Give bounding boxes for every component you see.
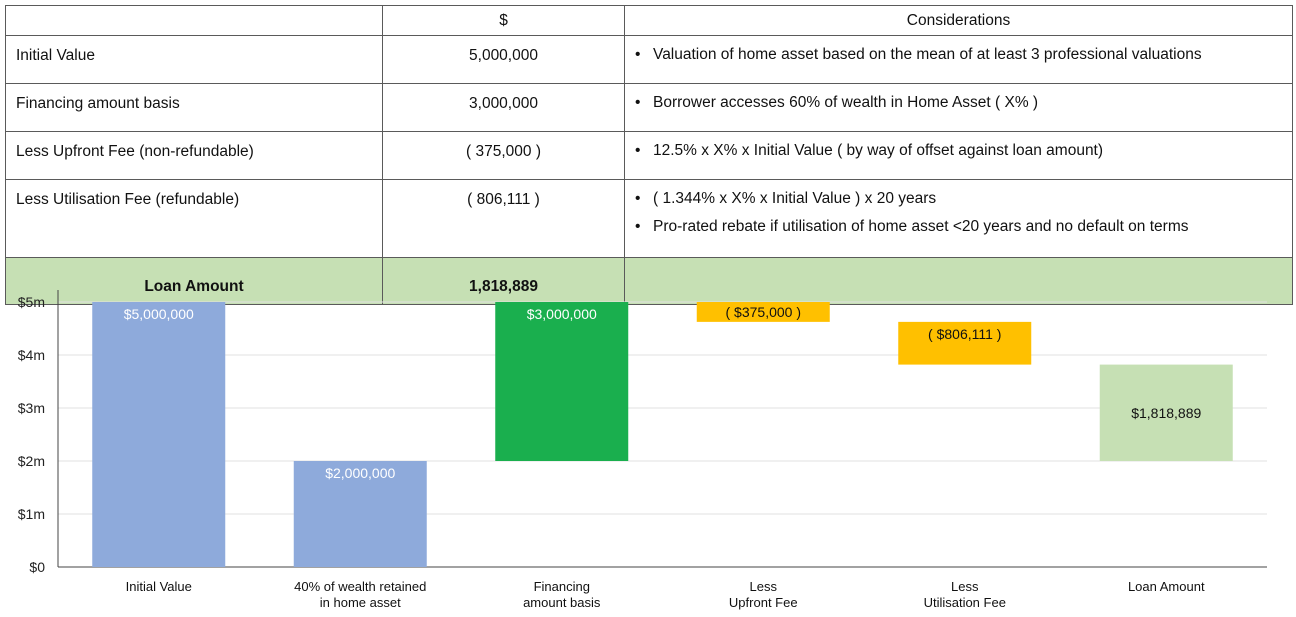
x-tick-label: in home asset (320, 595, 401, 610)
y-tick-label: $5m (18, 294, 45, 310)
table-row: Less Upfront Fee (non-refundable) ( 375,… (5, 131, 1293, 180)
bar (92, 302, 226, 567)
consideration-bullet: 12.5% x X% x Initial Value ( by way of o… (635, 142, 1282, 160)
bar-value-label: $3,000,000 (527, 306, 597, 322)
row-item: Financing amount basis (5, 83, 383, 132)
x-tick-label: Upfront Fee (729, 595, 798, 610)
bars (92, 302, 1233, 567)
row-considerations: ( 1.344% x X% x Initial Value ) x 20 yea… (624, 179, 1293, 258)
bar (898, 321, 1032, 365)
row-amount: ( 806,111 ) (382, 179, 625, 258)
row-amount: ( 375,000 ) (382, 131, 625, 180)
bar (495, 302, 629, 461)
y-tick-label: $4m (18, 347, 45, 363)
header-considerations: Considerations (624, 5, 1293, 36)
bar (1099, 364, 1233, 461)
table-header-row: $ Considerations (5, 5, 1293, 36)
waterfall-chart: $5,000,000 $2,000,000 $3,000,000 ( $375,000… (18, 290, 1267, 610)
x-tick-label: Loan Amount (1128, 579, 1205, 594)
bar (293, 461, 427, 567)
x-tick-label: Less (951, 579, 979, 594)
x-tick-label: Utilisation Fee (924, 595, 1006, 610)
row-considerations: Borrower accesses 60% of wealth in Home … (624, 83, 1293, 132)
header-amount: $ (382, 5, 625, 36)
y-tick-label: $2m (18, 453, 45, 469)
x-tick-label: Financing (534, 579, 590, 594)
table-row: Financing amount basis 3,000,000 Borrowe… (5, 83, 1293, 132)
axes (57, 290, 1267, 568)
table-row: Less Utilisation Fee (refundable) ( 806,… (5, 179, 1293, 258)
bar-value-label: $2,000,000 (325, 465, 395, 481)
y-tick-label: $3m (18, 400, 45, 416)
bar-value-label: ( $375,000 ) (726, 304, 802, 320)
y-tick-label: $0 (29, 559, 45, 575)
row-amount: 5,000,000 (382, 35, 625, 84)
bar-value-label: ( $806,111 ) (928, 326, 1001, 342)
y-tick-labels: $0 $1m $2m $3m $4m $5m (18, 294, 45, 575)
bar (696, 302, 830, 322)
total-considerations (624, 257, 1293, 305)
total-label: Loan Amount (5, 257, 383, 305)
row-considerations: 12.5% x X% x Initial Value ( by way of o… (624, 131, 1293, 180)
data-labels: $5,000,000 $2,000,000 $3,000,000 ( $375,000… (124, 304, 1202, 481)
bar-value-label: $5,000,000 (124, 306, 194, 322)
row-considerations: Valuation of home asset based on the mea… (624, 35, 1293, 84)
x-tick-label: Initial Value (126, 579, 192, 594)
row-item: Initial Value (5, 35, 383, 84)
table-row: Initial Value 5,000,000 Valuation of hom… (5, 35, 1293, 84)
consideration-bullet: Pro-rated rebate if utilisation of home … (635, 218, 1282, 236)
header-item (5, 5, 383, 36)
row-item: Less Upfront Fee (non-refundable) (5, 131, 383, 180)
x-tick-label: amount basis (523, 595, 601, 610)
row-amount: 3,000,000 (382, 83, 625, 132)
gridlines (58, 301, 1267, 515)
consideration-bullet: Valuation of home asset based on the mea… (635, 46, 1282, 64)
loan-breakdown-table: $ Considerations Initial Value 5,000,000… (5, 5, 1293, 305)
consideration-bullet: Borrower accesses 60% of wealth in Home … (635, 94, 1282, 112)
row-item: Less Utilisation Fee (refundable) (5, 179, 383, 258)
x-tick-label: 40% of wealth retained (294, 579, 426, 594)
total-row: Loan Amount 1,818,889 (5, 257, 1293, 305)
x-tick-label: Less (750, 579, 778, 594)
bar-value-label: $1,818,889 (1131, 405, 1201, 421)
consideration-bullet: ( 1.344% x X% x Initial Value ) x 20 yea… (635, 190, 1282, 208)
y-tick-label: $1m (18, 506, 45, 522)
